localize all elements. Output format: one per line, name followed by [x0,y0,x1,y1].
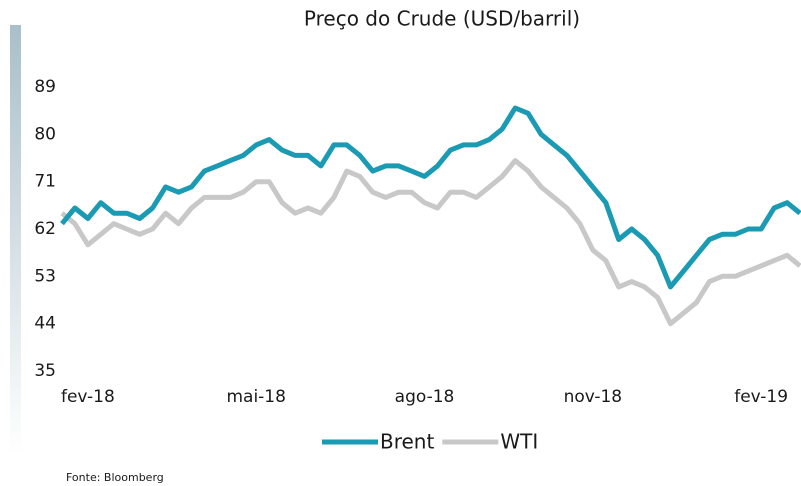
chart-title: Preço do Crude (USD/barril) [304,7,580,31]
source: Fonte: Bloomberg [66,471,164,484]
legend-label: WTI [500,430,538,454]
y-tick-label: 35 [34,361,56,381]
x-tick-label: mai-18 [226,387,285,407]
x-tick-label: fev-18 [61,387,115,407]
y-tick-label: 89 [34,77,56,97]
series-line [60,158,801,327]
side-bar [10,25,21,455]
x-tick-label: fev-19 [734,387,788,407]
y-tick-label: 53 [34,266,56,286]
x-tick-label: nov-18 [564,387,623,407]
legend-label: Brent [380,430,434,454]
x-tick-label: ago-18 [395,387,455,407]
y-tick-label: 62 [34,219,56,239]
y-tick-label: 71 [34,172,56,192]
y-tick-label: 44 [34,314,56,334]
y-tick-label: 80 [34,124,56,144]
series-line [60,105,801,290]
